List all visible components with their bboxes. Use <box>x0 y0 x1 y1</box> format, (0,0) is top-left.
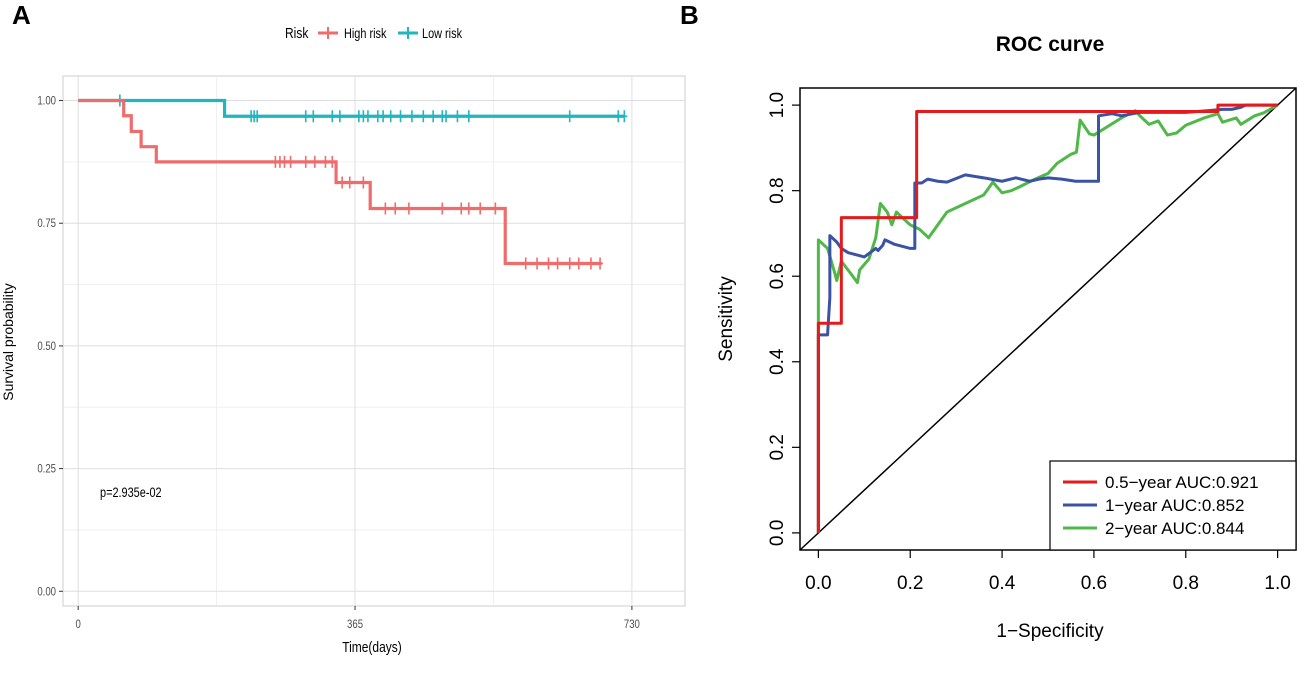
panel-label-a: A <box>12 0 31 30</box>
roc-y-tick-label: 1.0 <box>767 92 788 118</box>
roc-x-axis: 0.0 0.2 0.4 0.6 0.8 1.0 <box>805 550 1291 594</box>
roc-legend-entry-2year: 2−year AUC:0.844 <box>1063 519 1244 538</box>
km-p-value: p=2.935e-02 <box>100 485 162 501</box>
km-x-tick-label: 365 <box>347 618 363 631</box>
km-y-tick-label: 0.00 <box>37 585 56 598</box>
km-y-tick-label: 1.00 <box>37 95 56 108</box>
legend-label-high-risk: High risk <box>344 26 387 42</box>
km-y-tick-label: 0.50 <box>37 340 56 353</box>
legend-label-2year: 2−year AUC:0.844 <box>1105 519 1244 538</box>
km-grid <box>63 76 685 606</box>
roc-curve-0-5-year-auc-0-921 <box>816 103 1278 533</box>
roc-y-axis: 0.0 0.2 0.4 0.6 0.8 1.0 <box>767 92 800 546</box>
roc-y-tick-label: 0.6 <box>767 263 788 289</box>
roc-x-label: 1−Specificity <box>996 621 1104 642</box>
km-series-high-risk <box>78 98 604 270</box>
roc-title: ROC curve <box>996 33 1105 56</box>
roc-x-tick-label: 0.8 <box>1173 573 1199 594</box>
km-y-tick-label: 0.75 <box>37 217 56 230</box>
km-y-axis: 0.00 0.25 0.50 0.75 1.00 <box>37 95 63 599</box>
panel-label-b: B <box>680 0 699 30</box>
roc-y-tick-label: 0.4 <box>767 348 788 375</box>
km-series-low-risk <box>78 94 628 123</box>
roc-series <box>799 87 1297 551</box>
roc-reference-diagonal <box>799 87 1297 551</box>
roc-x-tick-label: 1.0 <box>1264 573 1290 594</box>
km-chart: 0.00 0.25 0.50 0.75 1.00 0 365 730 p=2.935e-02… <box>0 25 686 656</box>
roc-plot-frame <box>799 87 1297 551</box>
roc-curve-2-year-auc-0-844 <box>816 103 1279 533</box>
roc-legend: 0.5−year AUC:0.921 1−year AUC:0.852 2−ye… <box>1049 460 1297 551</box>
legend-label-05year: 0.5−year AUC:0.921 <box>1105 473 1259 492</box>
km-plot-panel <box>62 75 686 607</box>
roc-x-tick-label: 0.2 <box>897 573 923 594</box>
km-x-tick-label: 730 <box>624 618 640 631</box>
roc-y-tick-label: 0.2 <box>767 434 788 460</box>
roc-x-tick-label: 0.6 <box>1081 573 1107 594</box>
km-y-tick-label: 0.25 <box>37 463 56 476</box>
km-legend-title: Risk <box>285 25 309 42</box>
roc-chart: ROC curve 0.0 0.2 0.4 0.6 0.8 1.0 0.00.20.40.… <box>716 33 1297 642</box>
roc-y-label: Sensitivity <box>716 276 737 362</box>
roc-y-tick-label: 0.8 <box>767 177 788 203</box>
km-y-label: Survival probability <box>0 283 16 401</box>
legend-label-1year: 1−year AUC:0.852 <box>1105 496 1244 515</box>
km-x-label: Time(days) <box>342 639 402 656</box>
legend-label-low-risk: Low risk <box>422 26 463 42</box>
roc-y-tick-label: 0.0 <box>767 520 788 546</box>
roc-legend-entry-1year: 1−year AUC:0.852 <box>1063 496 1244 515</box>
km-legend: Risk High risk Low risk <box>285 25 463 42</box>
roc-legend-entry-05year: 0.5−year AUC:0.921 <box>1063 473 1259 492</box>
km-series <box>78 94 628 270</box>
km-curve-high-risk <box>78 98 602 266</box>
roc-x-tick-label: 0.0 <box>805 573 831 594</box>
km-legend-high-risk: High risk <box>318 26 387 42</box>
roc-x-tick-label: 0.4 <box>989 573 1016 594</box>
km-x-tick-label: 0 <box>75 618 80 631</box>
km-x-axis: 0 365 730 <box>75 606 640 631</box>
km-legend-low-risk: Low risk <box>398 26 463 42</box>
